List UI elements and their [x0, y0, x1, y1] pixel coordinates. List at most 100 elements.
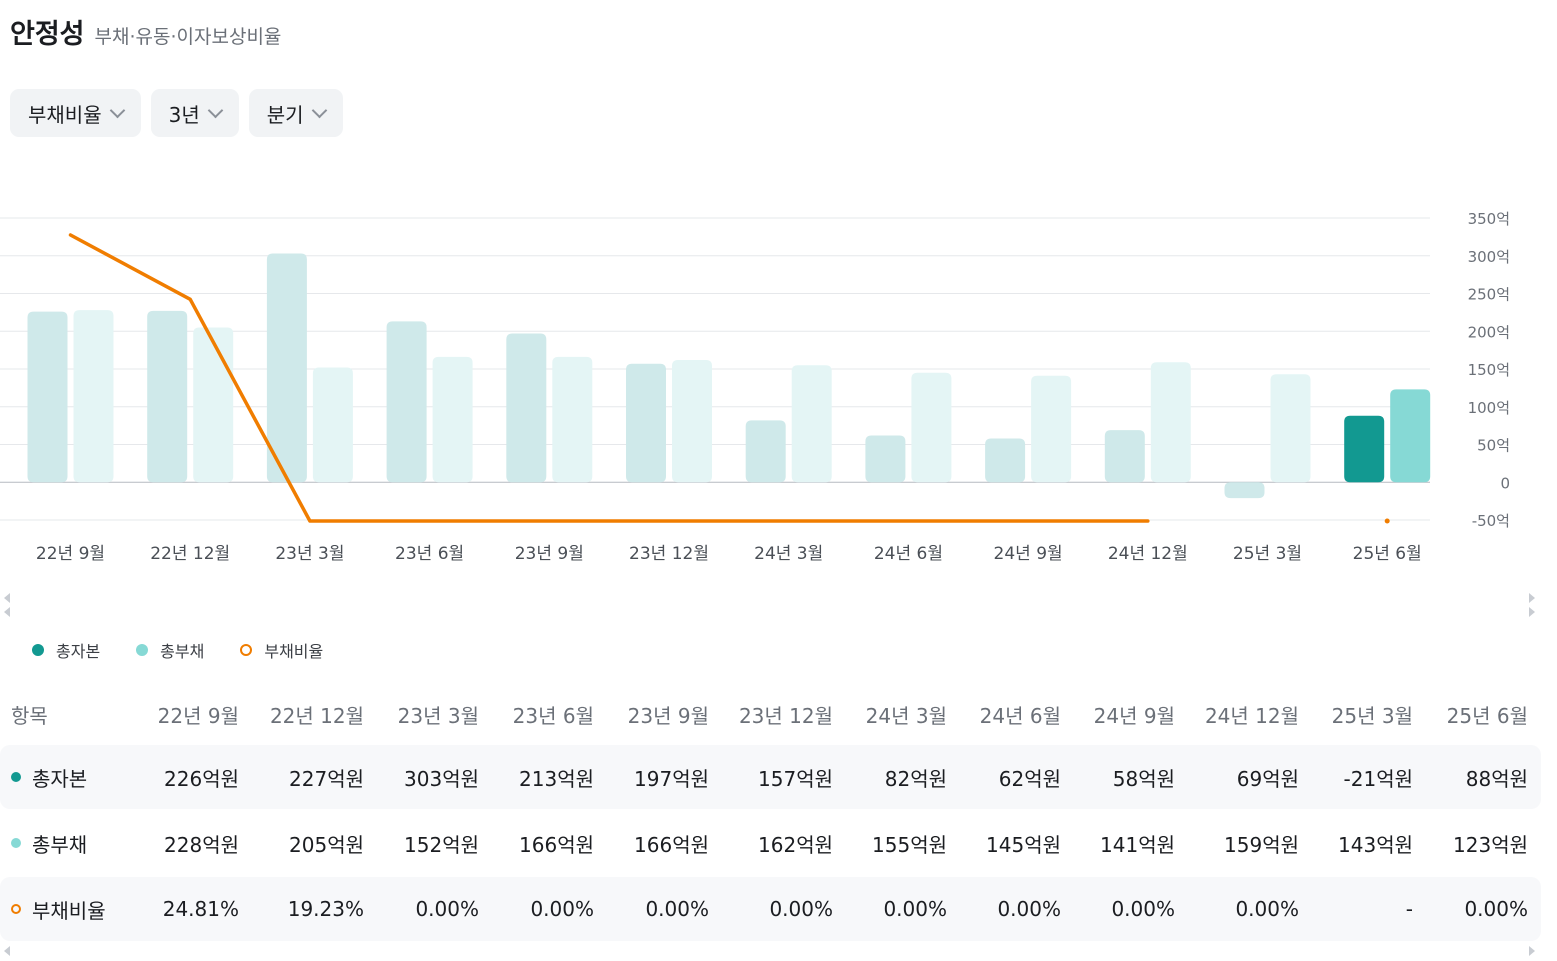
- stability-chart: 350억 300억 250억 200억 150억 100억 50억 0 -50억 22년 9월 22…: [0, 210, 1510, 564]
- bar-total-capital[interactable]: [386, 321, 427, 483]
- table-cell: 197억원: [634, 766, 709, 791]
- bar-total-debt[interactable]: [552, 356, 593, 483]
- x-tick-label: 23년 12월: [629, 544, 709, 564]
- bar-total-debt[interactable]: [1390, 389, 1431, 483]
- table-cell: 228억원: [164, 832, 239, 857]
- range-dropdown-label: 3년: [168, 102, 200, 127]
- bar-total-capital[interactable]: [865, 435, 906, 483]
- chart-scroll-right-icon[interactable]: [1529, 607, 1535, 617]
- y-tick-label: 350억: [1468, 210, 1510, 228]
- table-cell: 69억원: [1236, 766, 1299, 791]
- bar-total-debt[interactable]: [73, 310, 114, 483]
- legend-dot-icon: [32, 644, 44, 656]
- bar-total-capital[interactable]: [266, 253, 307, 483]
- row-label: 총부채: [0, 829, 146, 858]
- legend-item-total-capital[interactable]: 총자본: [32, 638, 100, 662]
- table-cell: 157억원: [758, 766, 833, 791]
- section-header: 안정성 부채·유동·이자보상비율: [10, 12, 281, 51]
- bar-total-debt[interactable]: [911, 372, 952, 483]
- y-tick-label: 100억: [1468, 399, 1510, 417]
- table-scroll-right-icon[interactable]: [1529, 946, 1535, 956]
- x-tick-label: 23년 6월: [395, 544, 464, 564]
- x-tick-label: 25년 6월: [1353, 544, 1422, 564]
- row-dot-icon: [11, 772, 21, 782]
- bar-total-debt[interactable]: [672, 359, 712, 483]
- row-ring-icon: [11, 904, 21, 914]
- bar-total-debt[interactable]: [312, 367, 353, 483]
- chevron-down-icon: [109, 102, 125, 119]
- period-dropdown[interactable]: 분기: [248, 89, 343, 137]
- y-tick-label: 150억: [1468, 361, 1510, 379]
- x-tick-label: 23년 9월: [515, 544, 584, 564]
- table-cell: 0.00%: [1111, 897, 1175, 921]
- table-cell: 152억원: [404, 832, 479, 857]
- row-label: 항목: [0, 700, 146, 729]
- table-cell: 24년 12월: [1204, 703, 1299, 728]
- bar-total-debt[interactable]: [432, 356, 473, 483]
- row-label: 부채비율: [0, 895, 146, 924]
- legend-item-total-debt[interactable]: 총부채: [136, 638, 204, 662]
- table-cell: 24년 6월: [979, 703, 1061, 728]
- table-scroll-left-icon[interactable]: [4, 946, 10, 956]
- legend-label: 총부채: [160, 642, 205, 661]
- table-cell: 227억원: [289, 766, 364, 791]
- row-label-text: 총부채: [32, 832, 88, 857]
- row-dot-icon: [11, 838, 21, 848]
- bar-total-debt[interactable]: [1150, 362, 1191, 483]
- bar-total-capital[interactable]: [1224, 482, 1265, 499]
- range-dropdown[interactable]: 3년: [150, 89, 239, 137]
- period-dropdown-label: 분기: [266, 102, 304, 127]
- chart-scroll-left-icon[interactable]: [4, 607, 10, 617]
- chart-scroll-right-icon[interactable]: [1529, 593, 1535, 603]
- table-cell: 22년 9월: [157, 703, 239, 728]
- chevron-down-icon: [311, 102, 327, 119]
- bar-total-debt[interactable]: [1031, 375, 1072, 483]
- table-cell: 0.00%: [883, 897, 947, 921]
- chart-scroll-left-icon[interactable]: [4, 593, 10, 603]
- legend-item-debt-ratio[interactable]: 부채비율: [240, 638, 323, 662]
- metric-dropdown[interactable]: 부채비율: [10, 89, 141, 137]
- row-label-text: 항목: [11, 703, 48, 728]
- row-label-text: 총자본: [32, 766, 88, 791]
- page-title: 안정성: [10, 19, 85, 50]
- table-cell: 303억원: [404, 766, 479, 791]
- bar-total-capital[interactable]: [27, 311, 68, 483]
- data-table: 항목 22년 9월 22년 12월 23년 3월 23년 6월 23년 9월 23년 12월…: [0, 683, 1541, 943]
- legend-dot-icon: [136, 644, 149, 656]
- bar-total-capital[interactable]: [985, 438, 1026, 483]
- table-cell: -: [1405, 897, 1413, 921]
- table-cell: 166억원: [519, 832, 594, 857]
- bar-total-capital[interactable]: [745, 420, 786, 483]
- debt-ratio-point[interactable]: [1384, 518, 1390, 524]
- table-cell: 24년 3월: [865, 703, 947, 728]
- bar-total-capital[interactable]: [147, 310, 188, 483]
- x-tick-label: 23년 3월: [275, 544, 344, 564]
- x-tick-label: 24년 12월: [1108, 544, 1188, 564]
- bar-total-debt[interactable]: [1270, 374, 1311, 483]
- bar-total-capital[interactable]: [506, 333, 547, 483]
- x-tick-label: 24년 3월: [754, 544, 823, 564]
- table-cell: 23년 6월: [512, 703, 594, 728]
- table-cell: 213억원: [519, 766, 594, 791]
- y-tick-label: 300억: [1468, 248, 1510, 266]
- filter-bar: 부채비율 3년 분기: [10, 89, 343, 137]
- chart-legend: 총자본 총부채 부채비율: [32, 638, 323, 662]
- table-cell: 25년 3월: [1331, 703, 1413, 728]
- table-cell: 19.23%: [287, 897, 364, 921]
- table-cell: 25년 6월: [1446, 703, 1528, 728]
- y-tick-label: 200억: [1468, 323, 1510, 341]
- table-cell: 0.00%: [1464, 897, 1528, 921]
- bar-total-debt[interactable]: [791, 365, 832, 483]
- table-header-row: 항목 22년 9월 22년 12월 23년 3월 23년 6월 23년 9월 23년 12월…: [0, 683, 1541, 745]
- debt-ratio-line: [68, 233, 1150, 523]
- table-cell: 24년 9월: [1093, 703, 1175, 728]
- bar-total-capital[interactable]: [626, 363, 666, 483]
- bar-total-capital[interactable]: [1344, 415, 1385, 483]
- table-cell: 0.00%: [997, 897, 1061, 921]
- bar-total-debt[interactable]: [193, 327, 234, 483]
- table-cell: 82억원: [884, 766, 947, 791]
- table-cell: 145억원: [986, 832, 1061, 857]
- bar-total-capital[interactable]: [1104, 430, 1145, 483]
- table-cell: 143억원: [1338, 832, 1413, 857]
- y-tick-label: 250억: [1468, 286, 1510, 304]
